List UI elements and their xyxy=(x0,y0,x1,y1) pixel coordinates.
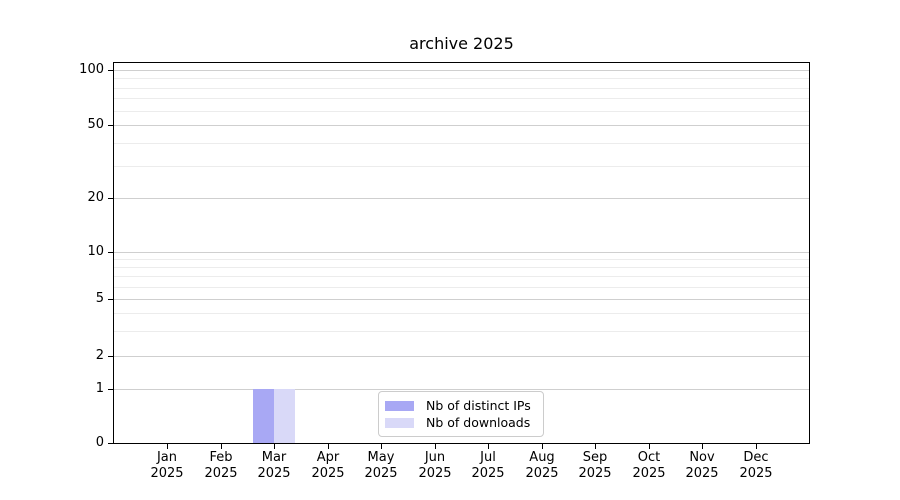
x-tick-label-jan: Jan 2025 xyxy=(135,450,199,482)
x-tick-month: Apr xyxy=(316,450,340,465)
x-tick-label-may: May 2025 xyxy=(349,450,413,482)
x-tick-label-oct: Oct 2025 xyxy=(617,450,681,482)
y-tick-mark xyxy=(108,443,113,444)
bar-downloads xyxy=(274,389,295,443)
y-tick-label: 50 xyxy=(87,117,104,132)
y-gridline xyxy=(114,389,809,390)
y-tick-mark xyxy=(108,70,113,71)
x-tick-mark xyxy=(167,444,168,449)
x-tick-mark xyxy=(649,444,650,449)
bar-distinct-ips xyxy=(253,389,274,443)
chart-title: archive 2025 xyxy=(409,34,514,53)
y-minor-gridline xyxy=(114,78,809,79)
x-tick-month: Aug xyxy=(529,450,555,465)
x-tick-mark xyxy=(488,444,489,449)
y-gridline xyxy=(114,198,809,199)
y-tick-label: 100 xyxy=(79,62,104,77)
y-gridline xyxy=(114,70,809,71)
y-tick-mark xyxy=(108,125,113,126)
y-minor-gridline xyxy=(114,166,809,167)
y-minor-gridline xyxy=(114,331,809,332)
x-tick-year: 2025 xyxy=(257,466,291,481)
x-tick-mark xyxy=(435,444,436,449)
y-gridline xyxy=(114,252,809,253)
x-tick-year: 2025 xyxy=(578,466,612,481)
y-gridline xyxy=(114,125,809,126)
legend-entry-distinct-ips: Nb of distinct IPs xyxy=(385,398,534,414)
legend-label-downloads: Nb of downloads xyxy=(426,415,531,430)
x-tick-mark xyxy=(702,444,703,449)
legend-entry-downloads: Nb of downloads xyxy=(385,415,534,431)
x-tick-month: Dec xyxy=(743,450,769,465)
x-tick-year: 2025 xyxy=(685,466,719,481)
x-tick-mark xyxy=(274,444,275,449)
y-tick-label: 1 xyxy=(95,381,104,396)
x-tick-year: 2025 xyxy=(418,466,452,481)
y-minor-gridline xyxy=(114,111,809,112)
y-minor-gridline xyxy=(114,88,809,89)
x-tick-mark xyxy=(756,444,757,449)
y-minor-gridline xyxy=(114,143,809,144)
x-tick-month: Jul xyxy=(480,450,496,465)
y-tick-mark xyxy=(108,389,113,390)
y-gridline xyxy=(114,356,809,357)
x-tick-year: 2025 xyxy=(150,466,184,481)
x-tick-label-mar: Mar 2025 xyxy=(242,450,306,482)
x-tick-year: 2025 xyxy=(364,466,398,481)
y-tick-mark xyxy=(108,198,113,199)
legend: Nb of distinct IPs Nb of downloads xyxy=(378,391,544,437)
x-tick-label-jul: Jul 2025 xyxy=(456,450,520,482)
x-tick-month: Oct xyxy=(637,450,661,465)
x-tick-label-sep: Sep 2025 xyxy=(563,450,627,482)
x-tick-month: Mar xyxy=(261,450,287,465)
x-tick-mark xyxy=(221,444,222,449)
plot-area xyxy=(113,62,810,444)
y-tick-label: 2 xyxy=(95,348,104,363)
y-tick-label: 20 xyxy=(87,190,104,205)
y-gridline xyxy=(114,299,809,300)
x-tick-mark xyxy=(381,444,382,449)
legend-label-distinct-ips: Nb of distinct IPs xyxy=(426,398,531,413)
y-tick-label: 10 xyxy=(87,244,104,259)
x-tick-label-aug: Aug 2025 xyxy=(510,450,574,482)
y-tick-label: 0 xyxy=(95,435,104,450)
x-tick-mark xyxy=(542,444,543,449)
x-tick-year: 2025 xyxy=(632,466,666,481)
x-tick-month: Nov xyxy=(689,450,715,465)
x-tick-year: 2025 xyxy=(471,466,505,481)
x-tick-year: 2025 xyxy=(525,466,559,481)
y-tick-mark xyxy=(108,252,113,253)
x-tick-label-jun: Jun 2025 xyxy=(403,450,467,482)
x-tick-month: Sep xyxy=(582,450,608,465)
x-tick-label-feb: Feb 2025 xyxy=(189,450,253,482)
x-tick-label-nov: Nov 2025 xyxy=(670,450,734,482)
x-tick-month: Feb xyxy=(209,450,233,465)
x-tick-month: May xyxy=(367,450,395,465)
y-minor-gridline xyxy=(114,267,809,268)
y-tick-mark xyxy=(108,299,113,300)
legend-swatch-downloads xyxy=(385,418,414,428)
legend-swatch-distinct-ips xyxy=(385,401,414,411)
x-tick-mark xyxy=(595,444,596,449)
y-minor-gridline xyxy=(114,98,809,99)
y-minor-gridline xyxy=(114,276,809,277)
y-tick-label: 5 xyxy=(95,291,104,306)
x-tick-mark xyxy=(328,444,329,449)
y-minor-gridline xyxy=(114,313,809,314)
x-tick-year: 2025 xyxy=(311,466,345,481)
x-tick-month: Jan xyxy=(156,450,178,465)
y-minor-gridline xyxy=(114,259,809,260)
x-tick-month: Jun xyxy=(424,450,446,465)
x-tick-year: 2025 xyxy=(739,466,773,481)
x-tick-year: 2025 xyxy=(204,466,238,481)
y-tick-mark xyxy=(108,356,113,357)
y-minor-gridline xyxy=(114,287,809,288)
x-tick-label-dec: Dec 2025 xyxy=(724,450,788,482)
x-tick-label-apr: Apr 2025 xyxy=(296,450,360,482)
